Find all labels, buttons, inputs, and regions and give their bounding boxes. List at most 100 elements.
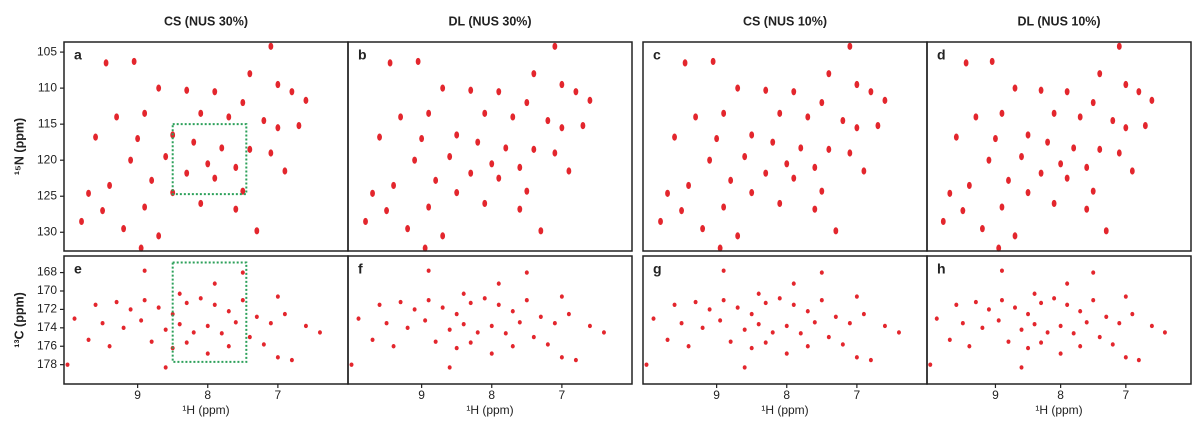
panel-label: g	[653, 261, 662, 277]
panel-label: f	[358, 261, 363, 277]
peak	[947, 189, 953, 197]
peak	[384, 321, 389, 326]
peak	[391, 181, 396, 190]
peak	[363, 217, 368, 226]
peak	[163, 365, 168, 370]
x-tick-label: 8	[204, 388, 211, 402]
peak	[718, 318, 723, 323]
peak	[1116, 42, 1122, 50]
peak	[742, 152, 748, 161]
peak	[1019, 365, 1024, 370]
peak	[100, 207, 105, 215]
peak	[233, 320, 238, 325]
peak	[205, 160, 211, 168]
x-tick-label: 9	[992, 388, 999, 402]
peak	[826, 145, 832, 153]
peak	[1039, 340, 1044, 345]
panel-frame	[63, 41, 349, 252]
y-tick-label: 110	[38, 80, 57, 94]
y-tick-label: 115	[38, 116, 57, 130]
panel-frame	[347, 41, 633, 252]
x-axis-label: ¹H (ppm)	[466, 403, 513, 417]
peak	[1058, 160, 1064, 168]
peak	[433, 176, 439, 184]
peak	[777, 199, 783, 208]
peak	[721, 203, 727, 211]
peak	[240, 187, 246, 195]
peak	[861, 311, 866, 317]
peak	[1084, 205, 1090, 213]
peak	[999, 203, 1005, 211]
peak	[454, 345, 459, 351]
x-tick-label: 8	[783, 388, 790, 402]
peak	[415, 57, 421, 66]
peak	[212, 174, 218, 182]
peak	[999, 268, 1004, 273]
peak	[812, 163, 818, 171]
peak	[163, 152, 169, 161]
peak	[447, 152, 453, 161]
peak	[240, 298, 245, 303]
peak	[714, 134, 720, 143]
peak	[289, 88, 295, 96]
peak	[1136, 357, 1141, 363]
peak	[412, 156, 418, 164]
peak	[142, 203, 148, 211]
peak	[1038, 86, 1044, 94]
peak	[749, 345, 754, 351]
peak	[398, 299, 403, 305]
peak	[86, 337, 91, 342]
panel-label: e	[74, 261, 82, 277]
peak	[552, 321, 557, 326]
peak	[882, 96, 888, 104]
peak	[980, 225, 985, 233]
peak	[398, 113, 403, 121]
peak	[254, 314, 259, 319]
peak	[798, 144, 804, 152]
peak	[384, 207, 389, 215]
peak	[226, 113, 232, 121]
peak	[967, 344, 972, 349]
peak	[317, 330, 322, 335]
peak	[149, 339, 154, 344]
peak	[142, 109, 148, 117]
peak	[812, 320, 817, 325]
x-tick-label: 7	[1122, 388, 1129, 402]
peak	[205, 323, 210, 329]
peak	[191, 330, 196, 335]
peak	[377, 302, 382, 308]
peak	[986, 307, 991, 312]
peak	[128, 156, 134, 164]
peak	[770, 138, 776, 146]
peak	[212, 281, 217, 286]
peak	[791, 88, 797, 96]
peak	[1064, 88, 1070, 96]
peak	[721, 298, 726, 303]
panel-frame	[642, 41, 928, 252]
peak	[573, 357, 578, 363]
peak	[412, 307, 417, 312]
peak	[963, 59, 969, 67]
x-tick-label: 9	[713, 388, 720, 402]
peak	[587, 323, 592, 329]
peak	[784, 160, 790, 168]
peak	[1123, 80, 1129, 89]
x-axis-label: ¹H (ppm)	[761, 403, 808, 417]
peak	[840, 342, 845, 347]
peak	[240, 270, 245, 275]
peak	[121, 325, 126, 331]
peak	[658, 217, 663, 226]
peak	[1052, 296, 1057, 301]
peak	[233, 163, 239, 171]
peak	[1129, 167, 1135, 175]
x-tick-label: 8	[488, 388, 495, 402]
peak	[93, 302, 98, 308]
peak	[966, 181, 972, 190]
peak	[524, 270, 529, 275]
peak	[423, 318, 428, 323]
peak	[468, 340, 473, 345]
peak	[1012, 232, 1018, 240]
panel-frame	[642, 255, 928, 385]
peak	[833, 314, 838, 319]
